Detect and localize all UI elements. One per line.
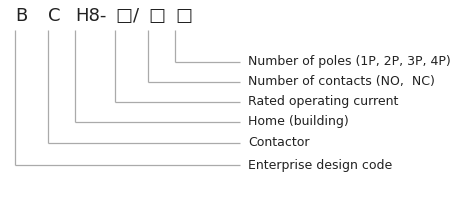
Text: B: B (15, 7, 27, 25)
Text: □: □ (115, 7, 132, 25)
Text: Number of contacts (NO,  NC): Number of contacts (NO, NC) (248, 76, 435, 88)
Text: Enterprise design code: Enterprise design code (248, 159, 392, 171)
Text: □: □ (148, 7, 165, 25)
Text: H8-: H8- (75, 7, 106, 25)
Text: Rated operating current: Rated operating current (248, 96, 398, 108)
Text: /: / (133, 7, 139, 25)
Text: Number of poles (1P, 2P, 3P, 4P): Number of poles (1P, 2P, 3P, 4P) (248, 56, 451, 68)
Text: C: C (48, 7, 61, 25)
Text: □: □ (175, 7, 192, 25)
Text: Home (building): Home (building) (248, 116, 349, 128)
Text: Contactor: Contactor (248, 137, 309, 149)
